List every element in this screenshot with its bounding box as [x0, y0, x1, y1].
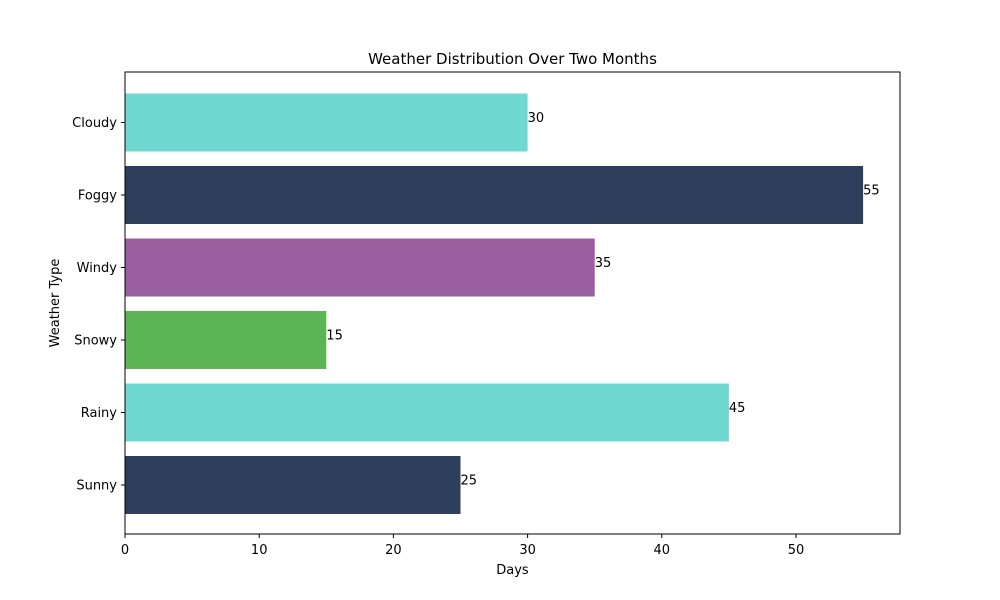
bar-cloudy	[125, 93, 528, 152]
y-axis-ticks: Sunny Rainy Snowy Windy Foggy Cloudy	[72, 116, 125, 494]
y-tick-label-sunny: Sunny	[76, 479, 117, 494]
x-tick-label-10: 10	[251, 543, 268, 558]
x-tick-label-0: 0	[121, 543, 129, 558]
value-label-rainy: 45	[729, 401, 746, 416]
plot-area-frame	[124, 71, 901, 535]
x-axis-label: Days	[496, 563, 529, 578]
value-label-snowy: 15	[326, 329, 343, 344]
bar-snowy	[125, 311, 327, 369]
value-label-sunny: 25	[460, 474, 477, 489]
bar-windy	[125, 238, 595, 297]
bar-foggy	[125, 166, 864, 224]
x-tick-label-50: 50	[788, 543, 805, 558]
bar-sunny	[125, 456, 461, 514]
x-tick-label-30: 30	[519, 543, 536, 558]
value-labels-layer: 25 45 15 35 55 30	[326, 111, 879, 489]
x-tick-label-20: 20	[385, 543, 402, 558]
x-tick-label-40: 40	[654, 543, 671, 558]
bars-layer	[125, 93, 864, 514]
y-axis-label: Weather Type	[48, 259, 63, 348]
y-tick-label-snowy: Snowy	[74, 334, 117, 349]
chart-title: Weather Distribution Over Two Months	[368, 50, 657, 68]
bar-rainy	[125, 383, 729, 442]
y-tick-label-cloudy: Cloudy	[72, 116, 117, 131]
y-tick-label-rainy: Rainy	[81, 406, 118, 421]
value-label-windy: 35	[595, 256, 612, 271]
value-label-foggy: 55	[863, 184, 880, 199]
y-tick-label-windy: Windy	[77, 261, 118, 276]
value-label-cloudy: 30	[528, 111, 545, 126]
y-tick-label-foggy: Foggy	[78, 189, 117, 204]
x-axis-ticks: 0 10 20 30 40 50	[121, 534, 804, 558]
